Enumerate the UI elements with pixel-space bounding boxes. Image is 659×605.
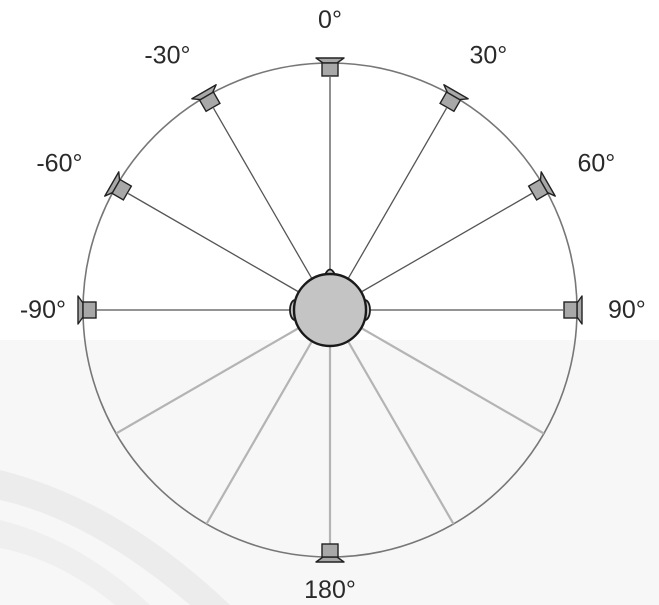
speaker-direction-line xyxy=(359,192,533,294)
speaker-direction-line xyxy=(346,107,448,281)
speaker-group xyxy=(77,57,583,563)
angle-label-60: 60° xyxy=(578,150,616,178)
speaker-box xyxy=(321,543,339,558)
speaker-cone xyxy=(576,295,583,325)
speaker-box xyxy=(439,91,462,113)
angle-label-180: 180° xyxy=(304,576,356,604)
speaker-0-icon xyxy=(315,57,345,77)
speaker-cone xyxy=(77,295,84,325)
speaker-direction-line xyxy=(212,107,314,281)
speaker-box xyxy=(82,301,97,319)
rear-direction-line xyxy=(115,326,302,435)
speaker-box xyxy=(563,301,578,319)
speaker-minus-30-icon xyxy=(191,84,221,113)
speaker-minus-90-icon xyxy=(77,295,97,325)
rear-direction-lines xyxy=(115,326,545,557)
listener-head xyxy=(289,268,371,348)
angle-label-minus-30: -30° xyxy=(144,42,190,70)
speaker-direction-line xyxy=(127,192,301,294)
head xyxy=(292,272,368,348)
speaker-cone xyxy=(315,57,345,64)
angle-label-90: 90° xyxy=(608,296,646,324)
watermark-swoosh xyxy=(0,520,150,605)
speaker-box xyxy=(198,91,221,113)
speaker-box xyxy=(111,178,133,201)
angle-label-30: 30° xyxy=(470,42,508,70)
speaker-direction-lines xyxy=(97,77,563,311)
speaker-box xyxy=(527,178,549,201)
rear-direction-line xyxy=(205,338,314,525)
rear-direction-line xyxy=(358,326,545,435)
angle-label-minus-60: -60° xyxy=(36,150,82,178)
speaker-60-icon xyxy=(527,171,556,201)
angle-label-minus-90: -90° xyxy=(20,296,66,324)
speaker-180-icon xyxy=(315,543,345,563)
speaker-30-icon xyxy=(439,84,469,113)
speaker-box xyxy=(321,62,339,77)
watermark-swoosh xyxy=(0,470,230,605)
angle-label-0: 0° xyxy=(318,6,342,34)
rear-direction-line xyxy=(346,338,455,525)
speaker-90-icon xyxy=(563,295,583,325)
speaker-minus-60-icon xyxy=(104,171,133,201)
angle-labels: 0° 30° -30° 60° -60° 90° -90° 180° xyxy=(20,6,646,604)
